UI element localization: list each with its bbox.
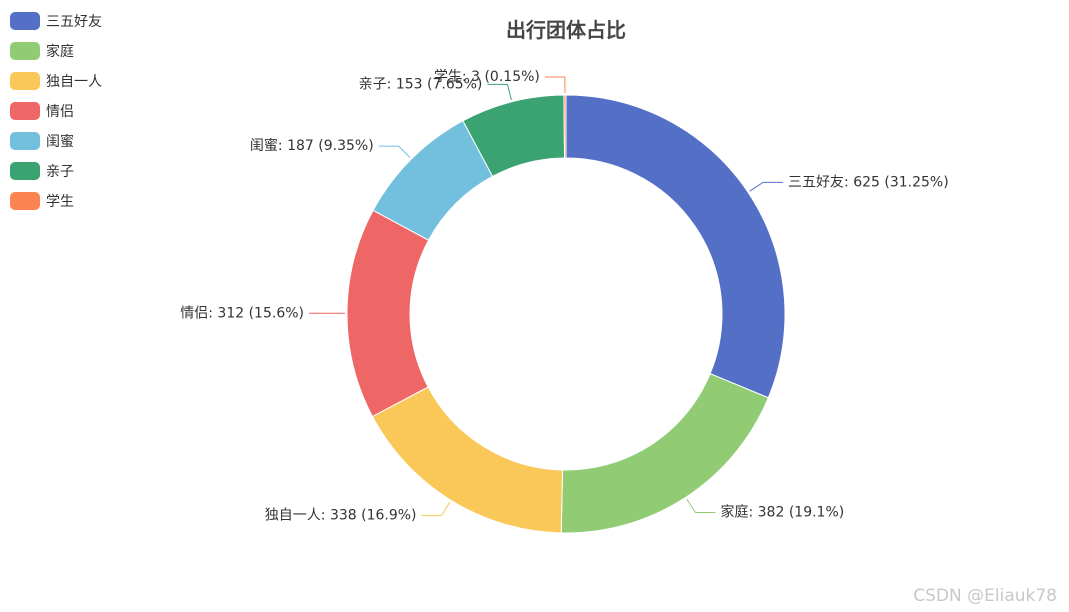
legend-swatch [10,192,40,210]
slice-3[interactable] [346,209,430,418]
legend-label: 闺蜜 [46,134,74,150]
slice-label-2: 独自一人: 338 (16.9%) [265,508,417,524]
legend-item-6[interactable]: 学生 [10,186,102,216]
leader-line-0 [749,181,784,192]
legend-item-4[interactable]: 闺蜜 [10,126,102,156]
legend-swatch [10,132,40,150]
legend: 三五好友 家庭 独自一人 情侣 闺蜜 亲子 学生 [10,6,102,216]
leader-line-2 [421,501,451,517]
legend-swatch [10,42,40,60]
legend-label: 三五好友 [46,14,102,30]
legend-label: 亲子 [46,164,74,180]
legend-item-5[interactable]: 亲子 [10,156,102,186]
legend-swatch [10,162,40,180]
slice-label-5: 亲子: 153 (7.65%) [359,76,483,92]
legend-label: 学生 [46,194,74,210]
legend-swatch [10,72,40,90]
slice-6[interactable] [563,94,567,159]
legend-item-2[interactable]: 独自一人 [10,66,102,96]
legend-label: 情侣 [46,104,74,120]
legend-swatch [10,12,40,30]
slice-0[interactable] [565,94,786,399]
legend-label: 家庭 [46,44,74,60]
slice-label-3: 情侣: 312 (15.6%) [180,305,304,321]
legend-swatch [10,102,40,120]
legend-item-1[interactable]: 家庭 [10,36,102,66]
legend-item-3[interactable]: 情侣 [10,96,102,126]
leader-line-6 [544,76,566,94]
legend-label: 独自一人 [46,74,102,90]
slice-label-6: 学生: 3 (0.15%) [434,69,540,85]
leader-line-1 [686,498,716,513]
slice-label-0: 三五好友: 625 (31.25%) [788,174,949,190]
watermark: CSDN @Eliauk78 [913,586,1057,606]
legend-item-0[interactable]: 三五好友 [10,6,102,36]
leader-line-4 [378,145,411,158]
leader-line-5 [487,83,512,100]
slice-label-1: 家庭: 382 (19.1%) [720,503,844,520]
chart-title: 出行团体占比 [506,18,626,42]
slice-label-4: 闺蜜: 187 (9.35%) [250,138,374,154]
